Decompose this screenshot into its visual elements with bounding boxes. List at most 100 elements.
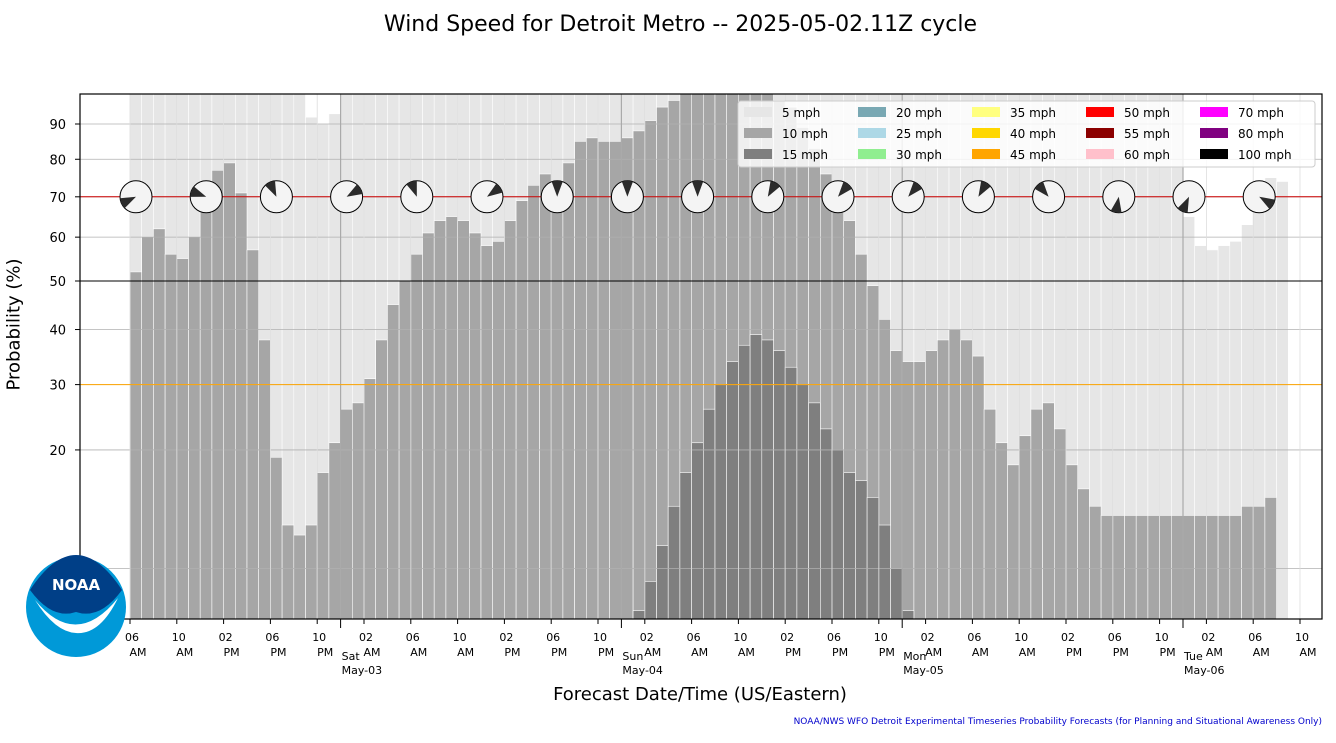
legend-entry-10: 55 mph [1086, 127, 1170, 141]
legend-entry-14: 100 mph [1200, 148, 1292, 162]
legend-entry-5: 30 mph [858, 148, 942, 162]
wind-direction-marker-6 [189, 180, 223, 214]
bar-2-86 [1135, 515, 1149, 619]
bar-2-16 [316, 472, 330, 619]
xtick-ampm-48: AM [691, 646, 708, 659]
xtick-ampm-80: PM [1066, 646, 1082, 659]
wind-direction-marker-12 [259, 180, 293, 214]
wind-direction-marker-30 [470, 180, 504, 214]
legend-swatch [858, 149, 886, 159]
bar-2-17 [328, 442, 341, 619]
legend-entry-12: 70 mph [1200, 106, 1284, 120]
legend-entry-0: 5 mph [744, 106, 820, 120]
wind-direction-marker-90 [1172, 180, 1206, 214]
bar-3-55 [773, 350, 786, 619]
wind-direction-wedge [908, 181, 923, 197]
bar-2-41 [609, 141, 622, 619]
wind-direction-wedge [1177, 196, 1189, 213]
bar-3-51 [726, 361, 739, 619]
bar-3-56 [784, 366, 798, 619]
bar-3-53 [749, 334, 763, 619]
legend-entry-6: 35 mph [972, 106, 1056, 120]
bar-2-83 [1100, 515, 1114, 619]
xtick-time-36: 06 [546, 631, 560, 644]
legend-swatch [972, 107, 1000, 117]
bar-2-21 [375, 339, 388, 619]
xtick-ampm-60: PM [832, 646, 848, 659]
wind-direction-wedge [487, 183, 503, 197]
bar-3-52 [738, 344, 751, 619]
bar-2-91 [1194, 515, 1207, 619]
bar-2-74 [995, 442, 1008, 619]
bar-2-45 [656, 106, 669, 619]
xtick-time-40: 10 [593, 631, 607, 644]
bar-2-37 [562, 162, 575, 619]
bar-1-98 [1276, 181, 1289, 619]
bar-3-45 [656, 545, 669, 619]
legend-label: 55 mph [1124, 127, 1170, 141]
wind-direction-wedge [767, 181, 781, 197]
chart-title: Wind Speed for Detroit Metro -- 2025-05-… [383, 12, 978, 37]
bar-2-95 [1241, 505, 1254, 619]
xtick-time-52: 10 [733, 631, 747, 644]
legend-swatch [858, 128, 886, 138]
bar-2-35 [539, 173, 552, 619]
legend: 5 mph 10 mph 15 mph 20 mph 25 mph 30 mph 35 mp… [737, 100, 1316, 168]
xtick-time-16: 10 [312, 631, 326, 644]
bar-3-50 [714, 384, 727, 619]
legend-label: 80 mph [1238, 127, 1284, 141]
legend-entry-2: 15 mph [744, 148, 828, 162]
legend-entry-7: 40 mph [972, 127, 1056, 141]
xtick-time-88: 10 [1155, 631, 1169, 644]
bar-2-6 [199, 196, 213, 619]
x-axis-label: Forecast Date/Time (US/Eastern) [553, 684, 847, 705]
bars-layer [129, 94, 1289, 619]
xtick-ampm-16: PM [317, 646, 333, 659]
xtick-time-0: 06 [125, 631, 139, 644]
bar-2-18 [340, 408, 353, 619]
wind-direction-marker-66 [891, 180, 925, 214]
xtick-time-92: 02 [1201, 631, 1215, 644]
wind-direction-wedge [406, 180, 417, 197]
xtick-ampm-40: PM [598, 646, 614, 659]
bar-3-47 [679, 472, 692, 619]
wind-direction-marker-78 [1032, 180, 1066, 214]
bar-2-5 [188, 236, 201, 619]
bar-2-87 [1147, 515, 1160, 619]
xtick-ampm-92: AM [1206, 646, 1223, 659]
bar-3-61 [843, 472, 856, 619]
bar-2-72 [972, 355, 985, 619]
bar-2-7 [211, 169, 224, 619]
legend-label: 70 mph [1238, 106, 1284, 120]
logo-gull-icon [30, 555, 122, 614]
bar-2-31 [492, 241, 505, 619]
bar-2-40 [597, 141, 610, 619]
xtick-time-76: 10 [1014, 631, 1028, 644]
wind-direction-marker-0 [119, 180, 153, 214]
legend-swatch [972, 128, 1000, 138]
day-label-May-03: Sat [342, 650, 361, 663]
bar-2-30 [480, 245, 493, 619]
bar-2-92 [1206, 515, 1219, 619]
noaa-logo: NOAA [26, 555, 126, 657]
legend-swatch [858, 107, 886, 117]
xtick-time-72: 06 [967, 631, 981, 644]
legend-label: 45 mph [1010, 148, 1056, 162]
legend-label: 30 mph [896, 148, 942, 162]
wind-direction-wedge [120, 196, 136, 209]
xtick-time-64: 10 [874, 631, 888, 644]
bar-2-4 [176, 258, 189, 619]
bar-2-8 [223, 162, 236, 619]
bar-2-97 [1264, 497, 1277, 619]
credit-text: NOAA/NWS WFO Detroit Experimental Timese… [793, 717, 1322, 727]
xtick-time-100: 10 [1295, 631, 1309, 644]
legend-label: 50 mph [1124, 106, 1170, 120]
bar-2-15 [305, 524, 318, 619]
xtick-ampm-24: AM [410, 646, 427, 659]
xtick-ampm-12: PM [270, 646, 286, 659]
logo-text: NOAA [52, 576, 101, 594]
xtick-ampm-96: AM [1253, 646, 1270, 659]
xtick-time-96: 06 [1248, 631, 1262, 644]
xtick-ampm-88: PM [1160, 646, 1176, 659]
legend-swatch [1200, 149, 1228, 159]
